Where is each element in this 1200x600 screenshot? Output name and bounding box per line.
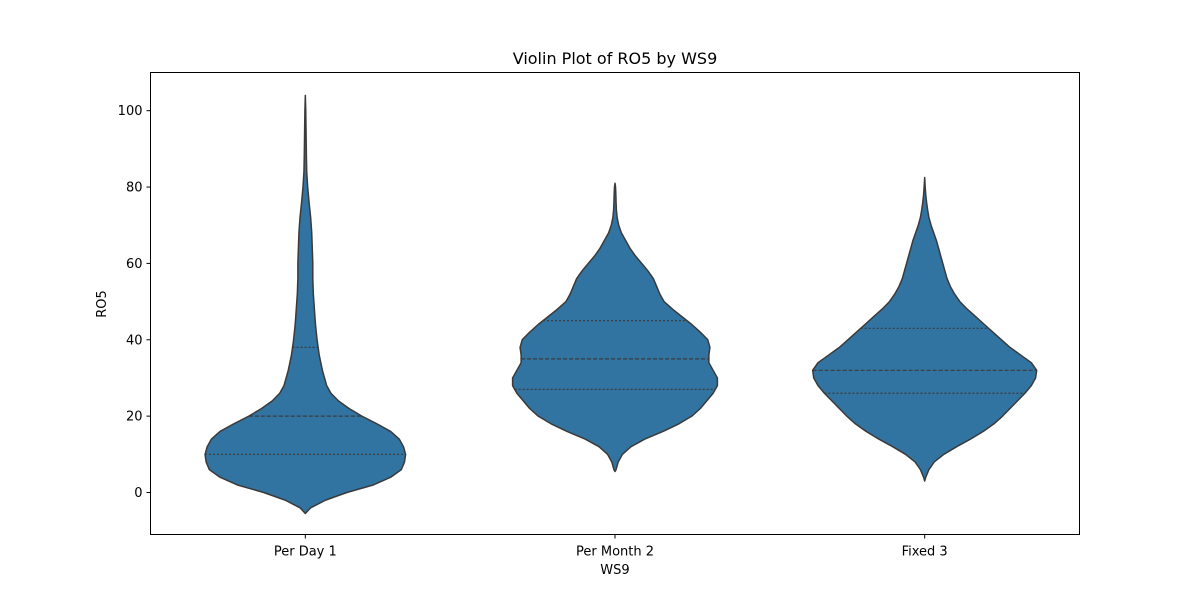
violin-3 bbox=[811, 176, 1038, 482]
y-tick-label: 20 bbox=[126, 410, 143, 425]
y-axis-ticks: 0 20 40 60 80 100 bbox=[118, 104, 151, 501]
x-tick-label: Per Day 1 bbox=[274, 545, 337, 560]
violin-2 bbox=[511, 182, 719, 473]
violin-1 bbox=[204, 94, 407, 515]
violin-body bbox=[811, 176, 1038, 482]
y-axis-title: RO5 bbox=[95, 290, 110, 318]
y-tick-label: 100 bbox=[118, 104, 143, 119]
x-tick-label: Per Month 2 bbox=[576, 545, 654, 560]
y-tick-label: 80 bbox=[126, 181, 143, 196]
y-tick-label: 60 bbox=[126, 257, 143, 272]
chart-title: Violin Plot of RO5 by WS9 bbox=[513, 49, 718, 68]
x-axis-title: WS9 bbox=[600, 563, 629, 578]
y-tick-label: 0 bbox=[134, 486, 142, 501]
y-tick-label: 40 bbox=[126, 333, 143, 348]
violin-body bbox=[511, 182, 719, 473]
violins-layer bbox=[204, 94, 1038, 515]
x-axis-ticks: Per Day 1 Per Month 2 Fixed 3 bbox=[274, 534, 948, 560]
x-tick-label: Fixed 3 bbox=[902, 545, 948, 560]
